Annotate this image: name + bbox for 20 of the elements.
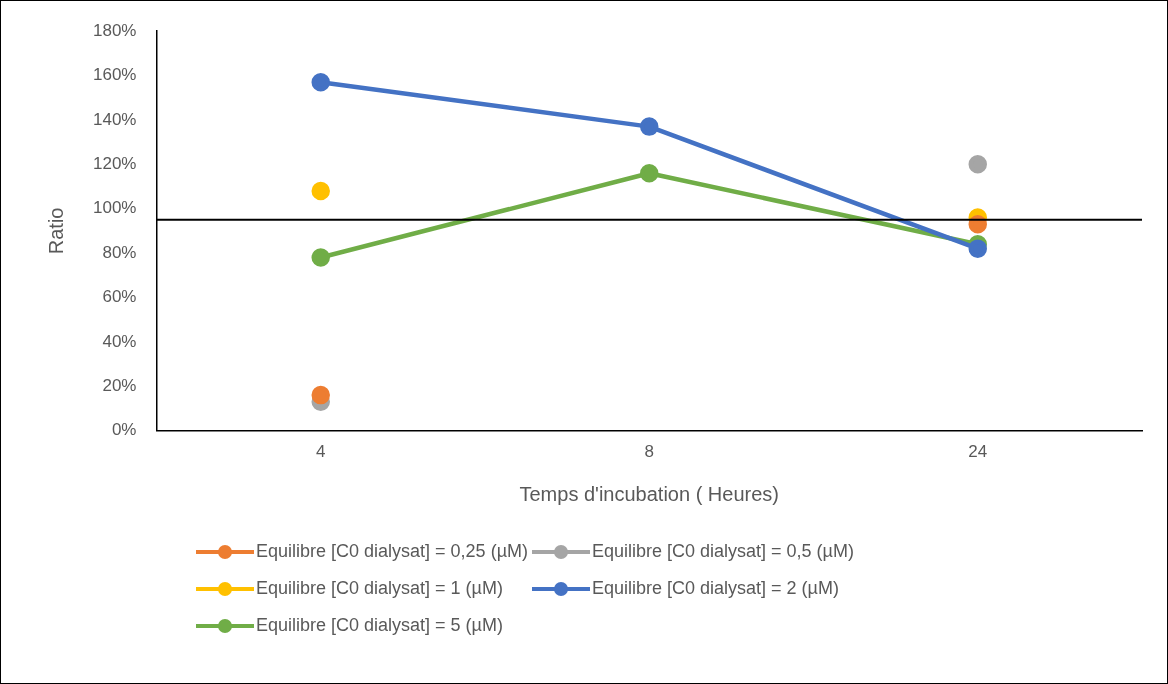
y-tick-label: 60% bbox=[102, 287, 137, 307]
y-axis-title: Ratio bbox=[44, 207, 67, 255]
legend-label: Equilibre [C0 dialysat] = 5 (µM) bbox=[256, 615, 503, 636]
y-tick-label: 160% bbox=[93, 65, 137, 85]
y-tick-label: 20% bbox=[102, 375, 137, 395]
y-tick-label: 140% bbox=[93, 109, 137, 129]
y-tick-label: 120% bbox=[93, 154, 137, 174]
y-tick-label: 100% bbox=[93, 198, 137, 218]
legend-label: Equilibre [C0 dialysat] = 2 (µM) bbox=[592, 578, 839, 599]
x-axis-title: Temps d'incubation ( Heures) bbox=[519, 482, 779, 505]
y-tick-label: 180% bbox=[93, 20, 137, 40]
legend-label: Equilibre [C0 dialysat] = 0,25 (µM) bbox=[256, 541, 528, 562]
y-tick-label: 0% bbox=[111, 420, 137, 440]
x-tick-label: 24 bbox=[968, 442, 988, 462]
legend-label: Equilibre [C0 dialysat] = 0,5 (µM) bbox=[592, 541, 854, 562]
y-tick-label: 40% bbox=[102, 331, 137, 351]
y-tick-label: 80% bbox=[102, 242, 137, 262]
x-tick-label: 4 bbox=[316, 442, 326, 462]
x-tick-label: 8 bbox=[644, 442, 654, 462]
legend-label: Equilibre [C0 dialysat] = 1 (µM) bbox=[256, 578, 503, 599]
